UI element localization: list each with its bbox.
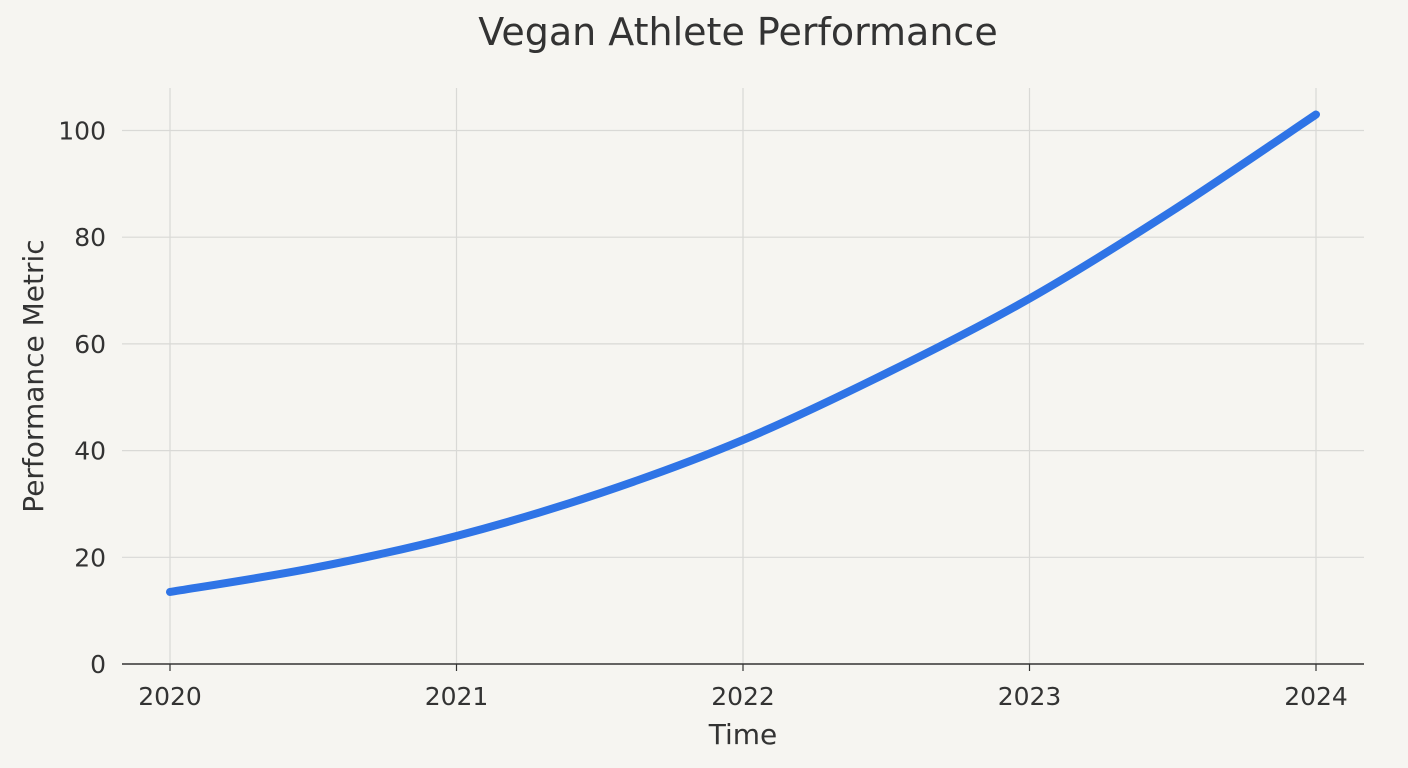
tick-labels: 0 20 40 60 80 100 2020 2021 2022 2023 2024 [58, 117, 1348, 712]
series-layer [166, 110, 1320, 596]
y-axis-title: Performance Metric [17, 239, 50, 512]
x-tick-label: 2024 [1284, 682, 1348, 711]
y-tick-label: 100 [58, 117, 106, 146]
x-tick-label: 2022 [711, 682, 775, 711]
y-tick-label: 0 [90, 650, 106, 679]
y-tick-label: 80 [74, 223, 106, 252]
series-line [166, 110, 1320, 596]
x-tick-label: 2021 [425, 682, 489, 711]
axes [122, 663, 1364, 671]
grid-lines [122, 88, 1364, 664]
x-axis-title: Time [708, 718, 778, 751]
y-tick-label: 20 [74, 543, 106, 572]
y-tick-label: 40 [74, 437, 106, 466]
x-tick-label: 2023 [998, 682, 1062, 711]
x-tick-label: 2020 [138, 682, 202, 711]
y-tick-label: 60 [74, 330, 106, 359]
chart-title: Vegan Athlete Performance [478, 10, 998, 54]
